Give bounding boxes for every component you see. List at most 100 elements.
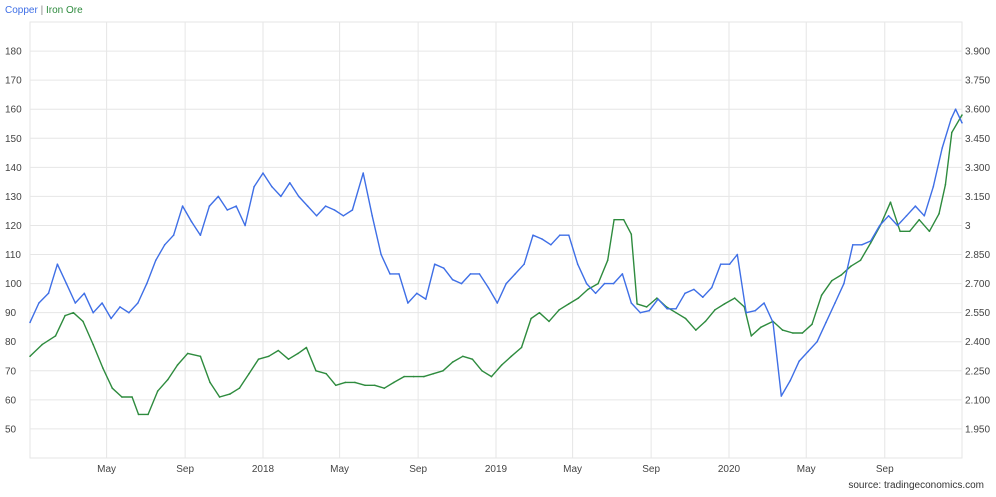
data-point-copper [923, 215, 926, 217]
data-point-copper [380, 253, 382, 256]
data-point-copper [137, 302, 139, 304]
data-point-copper [825, 321, 827, 324]
data-point-iron-ore [490, 375, 493, 378]
data-point-copper [816, 340, 818, 343]
data-point-iron-ore [859, 259, 862, 262]
data-point-iron-ore [92, 343, 94, 346]
data-point-iron-ore [137, 413, 140, 416]
data-point-iron-ore [530, 317, 532, 320]
data-point-iron-ore [714, 309, 716, 311]
data-point-iron-ore [383, 387, 386, 390]
data-point-copper [398, 273, 400, 275]
left-tick-label: 100 [5, 279, 22, 290]
data-point-iron-ore [403, 375, 405, 378]
data-point-copper [719, 263, 722, 266]
data-point-copper [798, 360, 800, 362]
data-point-copper [711, 286, 713, 289]
data-point-copper [657, 298, 659, 300]
data-point-copper [630, 302, 633, 304]
data-point-iron-ore [111, 387, 114, 390]
x-tick-label: May [563, 464, 582, 475]
data-point-copper [514, 273, 516, 275]
data-point-iron-ore [354, 381, 356, 384]
right-tick-label: 3 [965, 221, 971, 232]
x-axis: May Sep 2018 May Sep 2019 May Sep 2020 May Sep [97, 464, 894, 475]
data-point-copper [603, 282, 606, 285]
legend-copper[interactable]: Copper [5, 5, 38, 16]
series-line-iron-ore [29, 114, 963, 416]
right-tick-label: 3.300 [965, 163, 990, 174]
data-point-iron-ore [597, 282, 599, 285]
data-point-iron-ore [781, 329, 784, 331]
data-point-iron-ore [938, 213, 940, 215]
data-point-iron-ore [412, 375, 415, 378]
data-point-copper [271, 185, 273, 188]
data-point-iron-ore [520, 346, 523, 349]
data-point-copper [772, 321, 774, 324]
data-point-iron-ore [622, 218, 625, 221]
data-point-copper [878, 224, 881, 227]
left-axis: 50 60 70 80 90 100 110 120 130 140 150 160 170 180 [5, 47, 22, 436]
data-point-copper [621, 273, 624, 275]
data-point-copper [950, 118, 952, 120]
legend-iron-ore[interactable]: Iron Ore [45, 5, 83, 16]
data-point-copper [416, 292, 418, 295]
data-point-iron-ore [889, 201, 892, 203]
data-point-iron-ore [277, 349, 280, 352]
data-point-iron-ore [248, 372, 250, 375]
data-point-copper [869, 240, 872, 242]
left-tick-label: 50 [5, 424, 17, 435]
data-point-iron-ore [587, 288, 589, 291]
left-tick-label: 170 [5, 76, 22, 87]
left-tick-label: 120 [5, 221, 22, 232]
data-point-copper [568, 234, 570, 236]
data-point-copper [83, 292, 86, 295]
data-point-copper [235, 205, 237, 207]
data-point-iron-ore [577, 297, 580, 299]
left-tick-label: 140 [5, 163, 22, 174]
data-point-copper [451, 278, 454, 281]
data-point-copper [333, 209, 336, 211]
data-point-copper [29, 321, 31, 324]
data-point-iron-ore [831, 279, 833, 282]
right-tick-label: 3.900 [965, 47, 990, 58]
data-point-copper [666, 308, 668, 310]
data-point-copper [371, 215, 374, 217]
data-point-iron-ore [41, 343, 43, 346]
right-tick-label: 3.600 [965, 105, 990, 116]
data-point-copper [648, 309, 650, 312]
data-point-copper [460, 282, 463, 285]
data-point-copper [324, 205, 327, 207]
left-tick-label: 80 [5, 337, 17, 348]
source-credit[interactable]: source: tradingeconomics.com [848, 480, 984, 491]
data-point-copper [351, 209, 354, 211]
data-point-iron-ore [630, 233, 633, 235]
data-point-iron-ore [72, 311, 75, 314]
data-point-iron-ore [238, 387, 241, 390]
data-point-copper [297, 195, 300, 198]
data-point-iron-ore [305, 346, 308, 349]
data-point-copper [119, 306, 121, 308]
data-point-iron-ore [606, 259, 609, 262]
data-point-iron-ore [442, 370, 444, 372]
right-tick-label: 1.950 [965, 424, 990, 435]
data-point-iron-ore [267, 355, 270, 358]
data-point-iron-ore [315, 370, 317, 372]
data-point-iron-ore [792, 332, 794, 334]
data-point-copper [541, 238, 543, 240]
left-tick-label: 70 [5, 366, 17, 377]
data-point-copper [342, 215, 345, 217]
data-point-copper [101, 302, 103, 304]
data-point-iron-ore [500, 364, 503, 366]
data-point-copper [612, 282, 615, 285]
left-tick-label: 180 [5, 47, 22, 58]
data-point-iron-ore [186, 352, 189, 355]
x-tick-label: May [97, 464, 116, 475]
data-point-iron-ore [695, 329, 697, 331]
data-point-copper [550, 244, 552, 246]
data-point-copper [559, 234, 561, 236]
data-point-copper [146, 282, 148, 285]
data-point-copper [253, 185, 255, 188]
data-point-iron-ore [373, 384, 376, 387]
